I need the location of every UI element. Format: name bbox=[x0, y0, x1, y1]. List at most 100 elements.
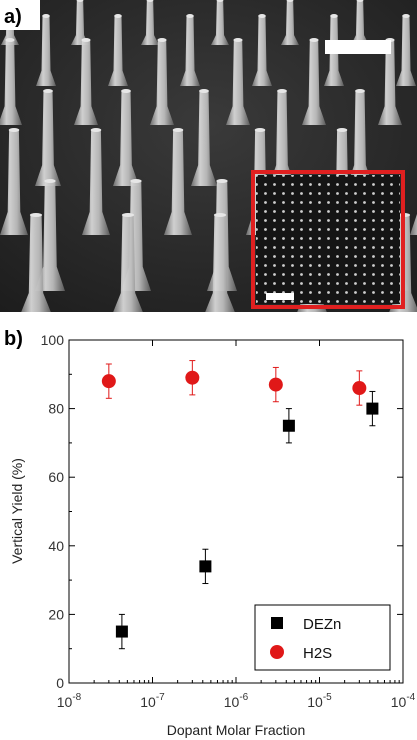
x-axis: 10-8 10-7 10-6 10-5 10-4 bbox=[57, 340, 416, 710]
nanowire bbox=[36, 16, 56, 86]
nanowire bbox=[205, 215, 235, 312]
nanowire bbox=[410, 213, 417, 235]
x-axis-title: Dopant Molar Fraction bbox=[167, 722, 306, 738]
nanowire-tip bbox=[157, 38, 167, 42]
y-tick-label: 80 bbox=[48, 401, 64, 417]
nanowire-tip bbox=[216, 179, 228, 183]
nanowire-tip bbox=[8, 128, 20, 132]
x-tick-label: 10-6 bbox=[224, 692, 249, 710]
nanowire bbox=[180, 16, 200, 86]
legend-marker-dezn bbox=[271, 617, 283, 629]
nanowire bbox=[281, 0, 299, 45]
nanowire-tip bbox=[213, 213, 227, 217]
nanowire-tip bbox=[114, 14, 122, 18]
data-point-dezn bbox=[199, 560, 212, 573]
nanowire bbox=[351, 0, 369, 45]
nanowire-tip bbox=[402, 14, 410, 18]
nanowire-tip bbox=[43, 89, 53, 93]
nanowire-tip bbox=[216, 0, 224, 2]
inset-dot-grid bbox=[256, 175, 400, 304]
nanowire bbox=[396, 16, 416, 86]
data-point-h2s bbox=[268, 377, 283, 392]
nanowire-tip bbox=[258, 14, 266, 18]
nanowire bbox=[150, 40, 174, 125]
data-points bbox=[101, 360, 379, 650]
nanowire-tip bbox=[330, 14, 338, 18]
nanowire-tip bbox=[309, 38, 319, 42]
nanowire bbox=[82, 130, 110, 235]
nanowire bbox=[113, 91, 139, 186]
inset-image bbox=[251, 170, 405, 309]
nanowire bbox=[302, 40, 326, 125]
nanowire-tip bbox=[172, 128, 184, 132]
nanowire bbox=[113, 215, 143, 312]
chart-panel: b) 0 20 40 60 80 100 10-8 10-7 10-6 10-5 10-4 Ver… bbox=[4, 328, 416, 738]
nanowire-tip bbox=[81, 38, 91, 42]
nanowire bbox=[0, 40, 22, 125]
y-tick-label: 60 bbox=[48, 469, 64, 485]
data-point-dezn bbox=[282, 419, 295, 432]
legend-box bbox=[254, 604, 391, 671]
nanowire-tip bbox=[121, 89, 131, 93]
data-point-h2s bbox=[185, 370, 200, 385]
x-tick-label: 10-5 bbox=[307, 692, 332, 710]
nanowire-tip bbox=[5, 38, 15, 42]
nanowire-tip bbox=[356, 0, 364, 2]
nanowire-tip bbox=[355, 89, 365, 93]
nanowire-tip bbox=[199, 89, 209, 93]
scale-bar bbox=[325, 40, 391, 54]
nanowire bbox=[164, 130, 192, 235]
nanowire bbox=[121, 181, 151, 291]
x-tick-label: 10-8 bbox=[57, 692, 82, 710]
legend-label-h2s: H2S bbox=[303, 645, 332, 662]
nanowire bbox=[21, 215, 51, 312]
legend-label-dezn: DEZn bbox=[303, 616, 341, 633]
nanowire bbox=[74, 40, 98, 125]
data-point-h2s bbox=[101, 374, 116, 389]
sem-image-panel: a) bbox=[0, 0, 417, 312]
nanowire bbox=[269, 91, 295, 186]
nanowire-tip bbox=[44, 179, 56, 183]
legend-marker-h2s bbox=[270, 645, 284, 659]
y-tick-label: 100 bbox=[41, 332, 65, 348]
nanowire bbox=[141, 0, 159, 45]
panel-b-label: b) bbox=[4, 328, 23, 350]
nanowire bbox=[35, 181, 65, 291]
x-tick-label: 10-7 bbox=[140, 692, 165, 710]
nanowire bbox=[35, 91, 61, 186]
nanowire-tip bbox=[76, 0, 84, 2]
inset-scale-bar bbox=[266, 293, 294, 300]
nanowire-tip bbox=[121, 213, 135, 217]
nanowire-tip bbox=[42, 14, 50, 18]
nanowire-tip bbox=[254, 128, 266, 132]
nanowire-tip bbox=[29, 213, 43, 217]
y-tick-label: 20 bbox=[48, 606, 64, 622]
y-axis-title: Vertical Yield (%) bbox=[9, 458, 25, 564]
x-tick-label: 10-4 bbox=[391, 692, 416, 710]
nanowire bbox=[226, 40, 250, 125]
panel-a-label-box bbox=[0, 0, 40, 30]
nanowire-tip bbox=[277, 89, 287, 93]
nanowire-tip bbox=[233, 38, 243, 42]
y-tick-label: 40 bbox=[48, 538, 64, 554]
nanowire-tip bbox=[336, 128, 348, 132]
nanowire bbox=[108, 16, 128, 86]
data-point-dezn bbox=[366, 402, 379, 415]
nanowire bbox=[71, 0, 89, 45]
data-point-dezn bbox=[115, 625, 128, 638]
nanowire bbox=[0, 130, 28, 235]
nanowire bbox=[191, 91, 217, 186]
nanowire bbox=[378, 40, 402, 125]
nanowire bbox=[252, 16, 272, 86]
legend: DEZn H2S bbox=[254, 604, 391, 671]
y-tick-label: 0 bbox=[56, 675, 64, 691]
panel-a-label: a) bbox=[4, 6, 22, 28]
nanowire-tip bbox=[90, 128, 102, 132]
nanowire bbox=[211, 0, 229, 45]
nanowire bbox=[347, 91, 373, 186]
nanowire-tip bbox=[186, 14, 194, 18]
nanowire-tip bbox=[286, 0, 294, 2]
inset-border bbox=[251, 170, 405, 309]
nanowire-tip bbox=[130, 179, 142, 183]
